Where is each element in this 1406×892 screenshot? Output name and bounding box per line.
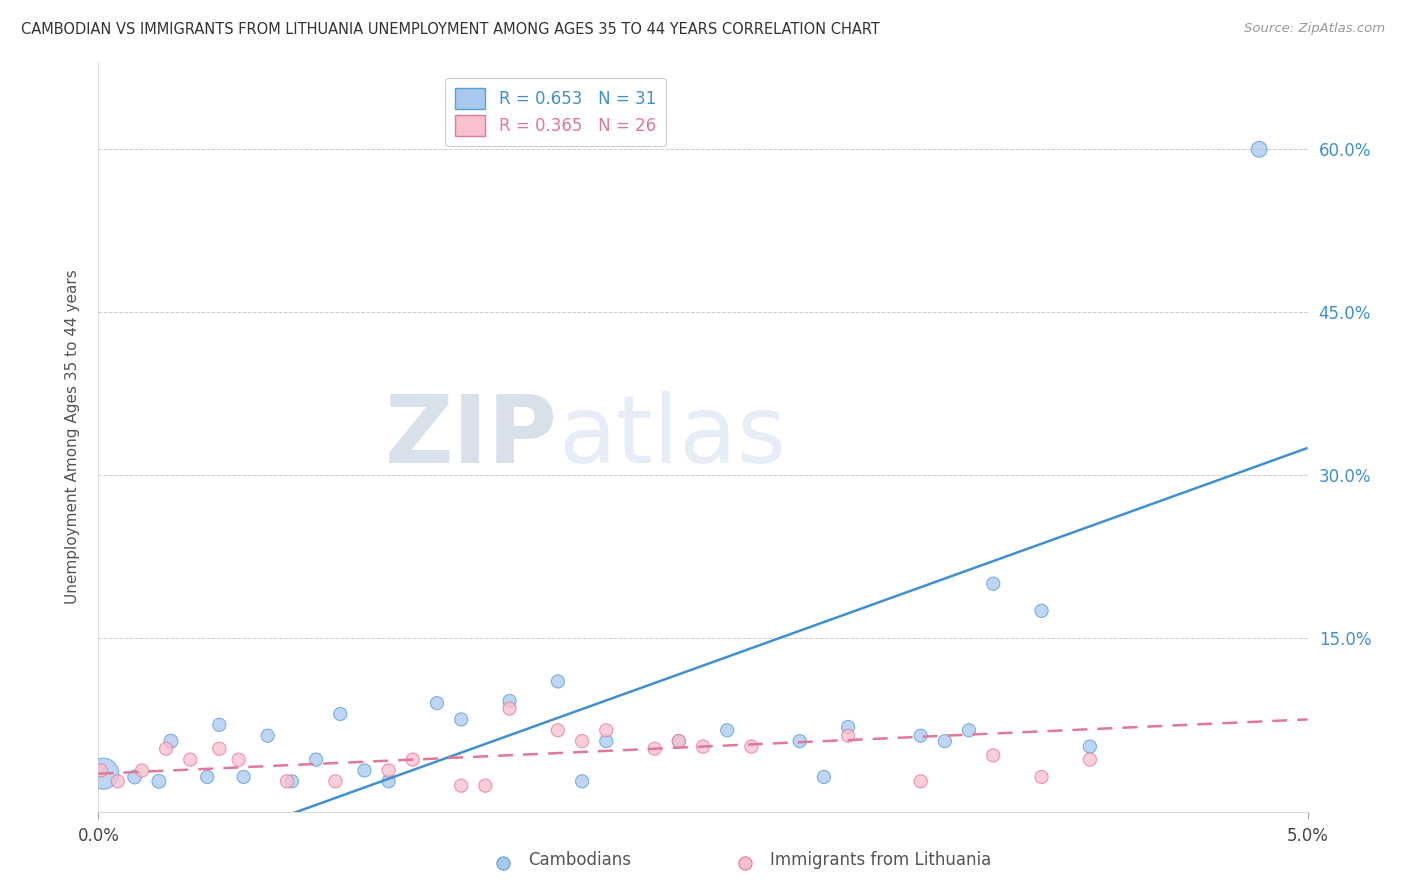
Point xyxy=(353,764,375,778)
Point xyxy=(571,734,593,748)
Point xyxy=(644,741,666,756)
Point xyxy=(377,764,399,778)
Point xyxy=(131,764,153,778)
Point xyxy=(981,748,1004,763)
Point xyxy=(325,774,347,789)
Point xyxy=(837,729,859,743)
Point xyxy=(789,734,811,748)
Point xyxy=(740,739,762,754)
Point xyxy=(281,774,304,789)
Point xyxy=(148,774,170,789)
Point xyxy=(716,723,738,738)
Point xyxy=(155,741,177,756)
Text: CAMBODIAN VS IMMIGRANTS FROM LITHUANIA UNEMPLOYMENT AMONG AGES 35 TO 44 YEARS CO: CAMBODIAN VS IMMIGRANTS FROM LITHUANIA U… xyxy=(21,22,880,37)
Legend: R = 0.653   N = 31, R = 0.365   N = 26: R = 0.653 N = 31, R = 0.365 N = 26 xyxy=(446,78,666,145)
Point xyxy=(692,739,714,754)
Point xyxy=(208,741,231,756)
Point xyxy=(208,718,231,732)
Point xyxy=(426,696,449,710)
Point xyxy=(837,720,859,734)
Text: atlas: atlas xyxy=(558,391,786,483)
Point xyxy=(981,576,1004,591)
Point xyxy=(256,729,278,743)
Point xyxy=(668,734,690,748)
Point xyxy=(571,774,593,789)
Point xyxy=(91,766,114,780)
Point xyxy=(547,723,569,738)
Text: Source: ZipAtlas.com: Source: ZipAtlas.com xyxy=(1244,22,1385,36)
Point xyxy=(195,770,218,784)
Point xyxy=(1078,739,1101,754)
Point xyxy=(450,779,472,793)
Point xyxy=(595,723,617,738)
Point xyxy=(957,723,980,738)
Point xyxy=(90,764,112,778)
Point xyxy=(305,753,328,767)
Point xyxy=(1078,753,1101,767)
Point xyxy=(474,779,496,793)
Point xyxy=(228,753,250,767)
Point xyxy=(402,753,425,767)
Point xyxy=(595,734,617,748)
Point xyxy=(1031,770,1053,784)
Point xyxy=(498,701,520,715)
Point xyxy=(160,734,183,748)
Point xyxy=(813,770,835,784)
Point xyxy=(377,774,399,789)
Point xyxy=(910,774,932,789)
Text: ZIP: ZIP xyxy=(385,391,558,483)
Point xyxy=(1031,604,1053,618)
Point xyxy=(1249,142,1271,156)
Text: Cambodians: Cambodians xyxy=(527,852,631,870)
Point xyxy=(498,694,520,708)
Point xyxy=(910,729,932,743)
Point xyxy=(450,713,472,727)
Point xyxy=(179,753,201,767)
Point xyxy=(329,706,352,721)
Text: Immigrants from Lithuania: Immigrants from Lithuania xyxy=(769,852,991,870)
Point xyxy=(668,734,690,748)
Y-axis label: Unemployment Among Ages 35 to 44 years: Unemployment Among Ages 35 to 44 years xyxy=(65,269,80,605)
Point xyxy=(107,774,129,789)
Point xyxy=(276,774,298,789)
Point xyxy=(547,674,569,689)
Point xyxy=(124,770,146,784)
Point xyxy=(232,770,254,784)
Point xyxy=(934,734,956,748)
